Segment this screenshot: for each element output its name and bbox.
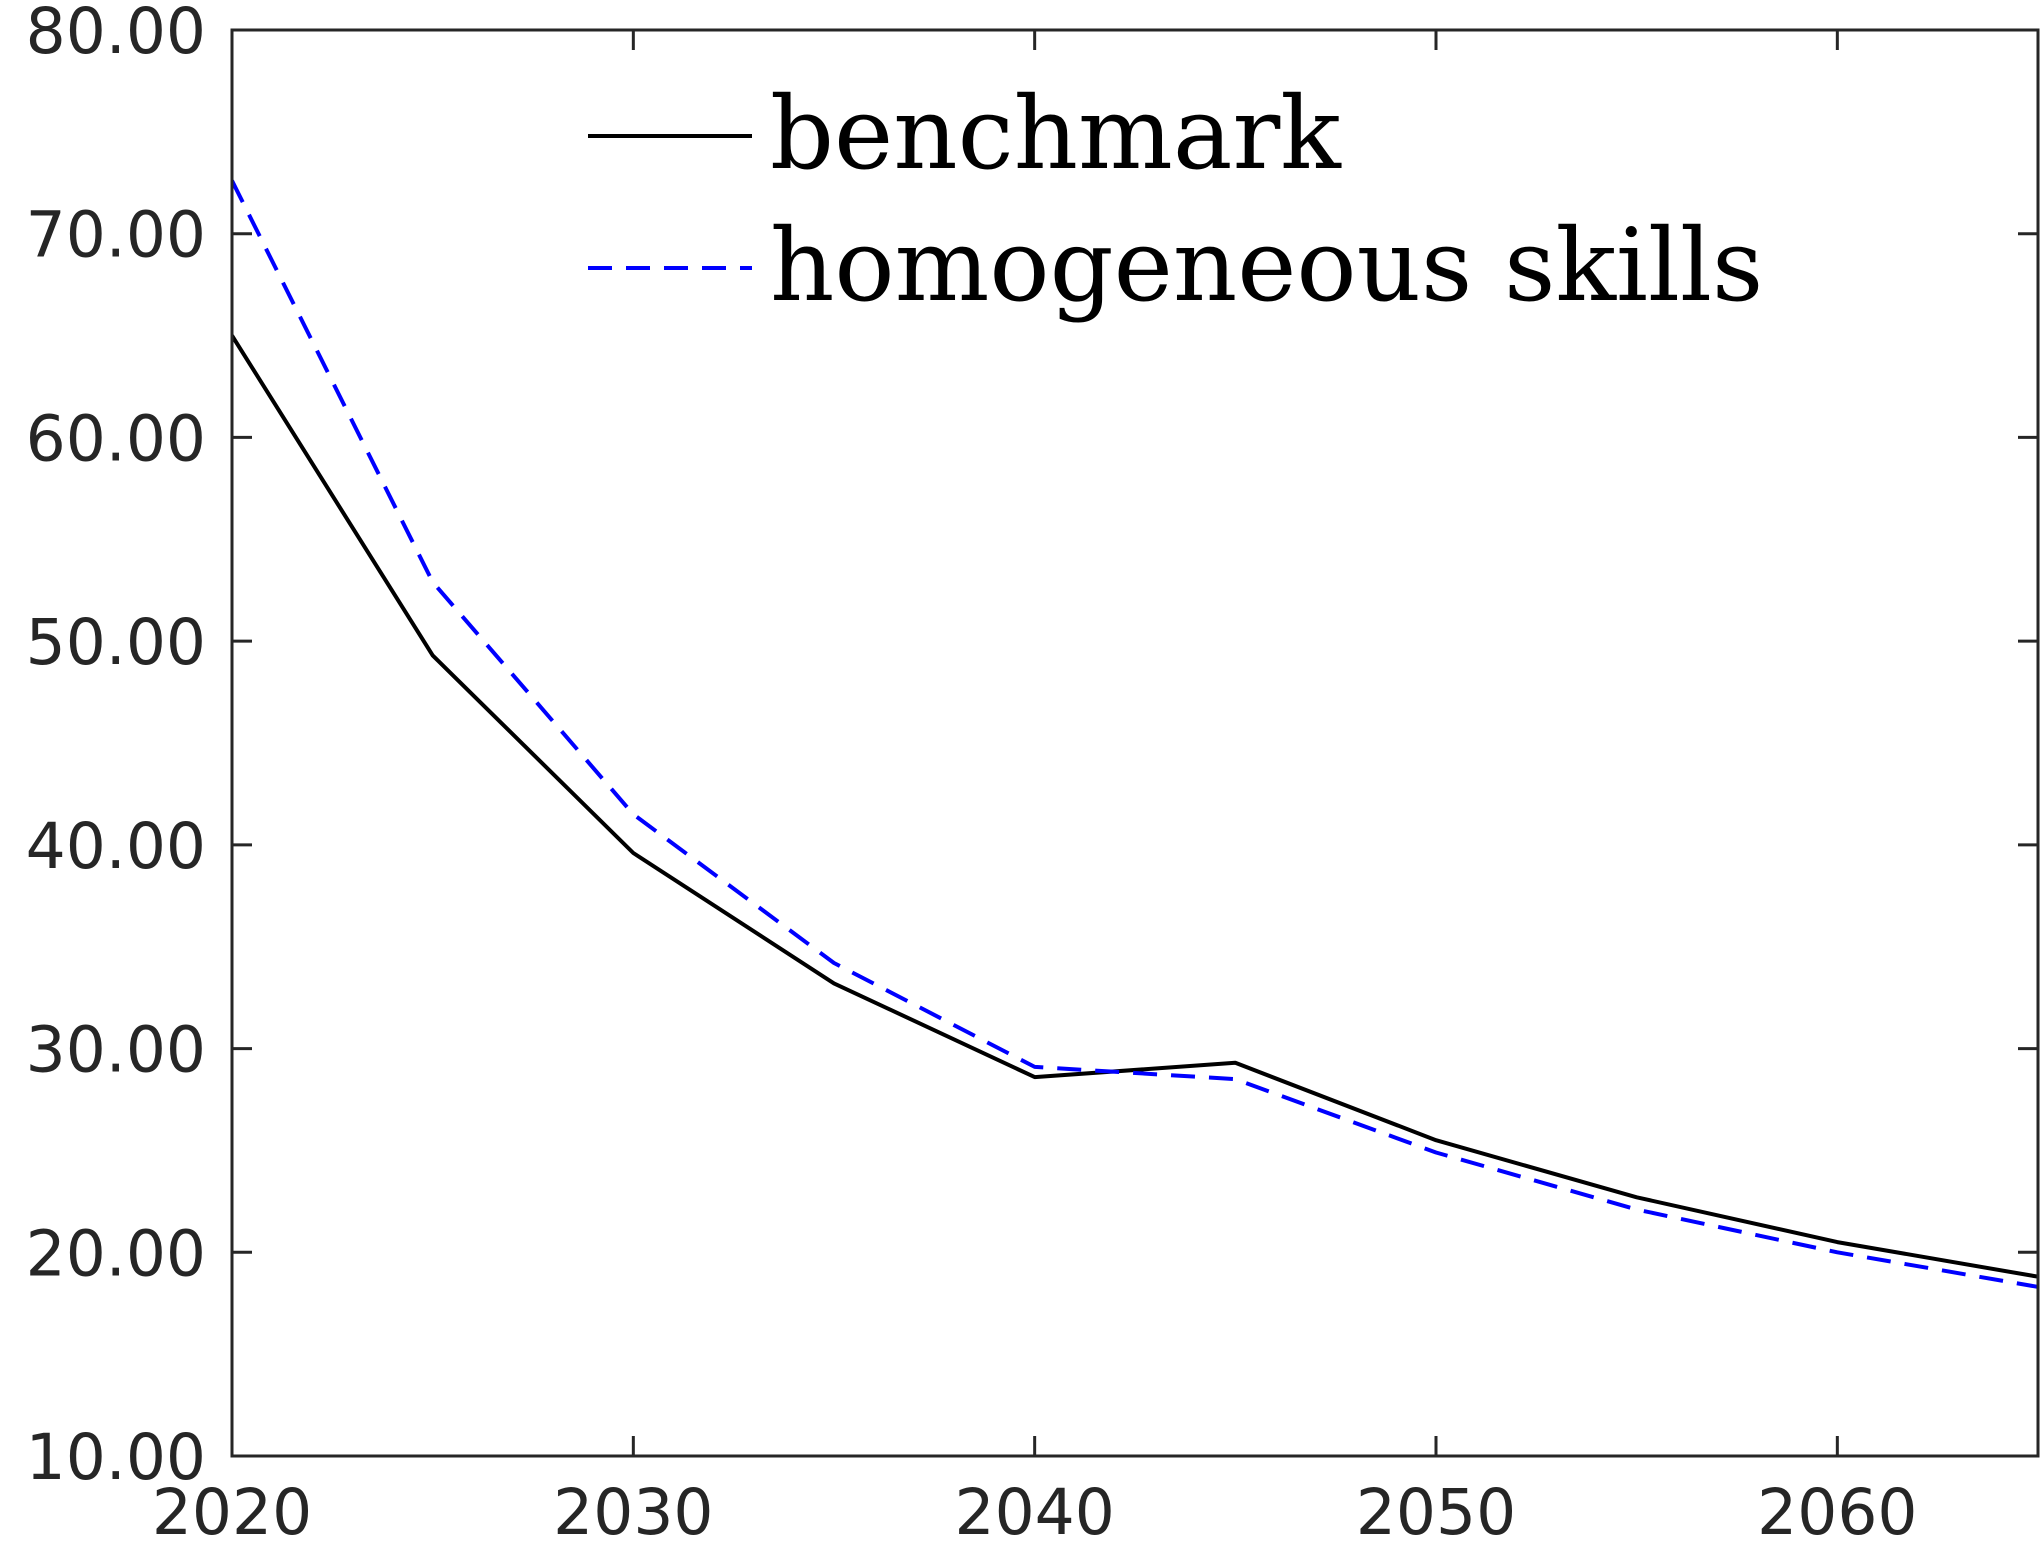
y-tick-label: 20.00 <box>26 1217 206 1290</box>
y-tick-label: 60.00 <box>26 402 206 475</box>
x-tick-label: 2020 <box>152 1476 312 1549</box>
legend: benchmark homogeneous skills <box>588 75 1763 324</box>
x-tick-label: 2050 <box>1356 1476 1516 1549</box>
y-tick-label: 40.00 <box>26 810 206 883</box>
x-tick-label: 2060 <box>1757 1476 1917 1549</box>
y-tick-label: 70.00 <box>26 199 206 272</box>
axes: 2020 2030 2040 2050 2060 10.00 20.00 30.00 40.00… <box>26 0 2040 1549</box>
x-tick-label: 2030 <box>553 1476 713 1549</box>
axes-box <box>230 28 2040 1458</box>
series-line-1 <box>232 179 2038 1289</box>
series-layer <box>232 179 2038 1289</box>
y-tick-label: 30.00 <box>26 1014 206 1087</box>
legend-label-0: benchmark <box>770 75 1342 192</box>
y-tick-label: 50.00 <box>26 606 206 679</box>
x-tick-label: 2040 <box>954 1476 1114 1549</box>
y-tick-label: 10.00 <box>26 1421 206 1494</box>
series-line-0 <box>232 334 2038 1279</box>
y-tick-label: 80.00 <box>26 0 206 68</box>
legend-label-1: homogeneous skills <box>770 207 1763 324</box>
